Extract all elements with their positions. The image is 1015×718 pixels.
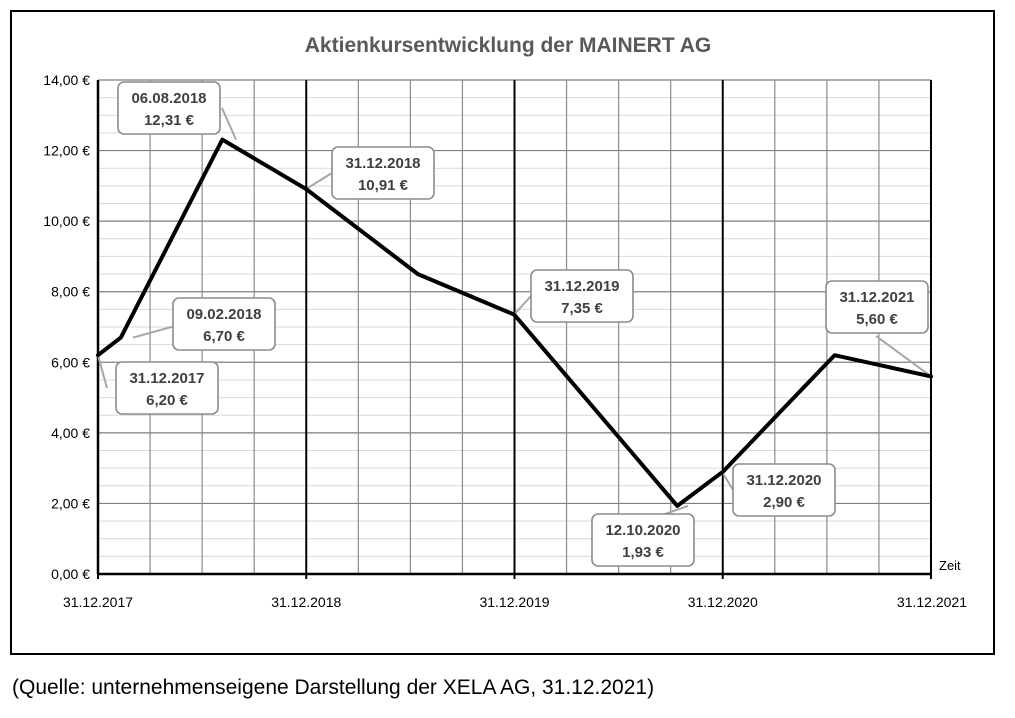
y-tick-label: 14,00 € xyxy=(43,72,90,88)
y-tick-label: 0,00 € xyxy=(51,566,90,582)
data-callout: 31.12.2019 7,35 € xyxy=(530,269,634,323)
callout-date-label: 31.12.2019 xyxy=(544,278,619,295)
callout-leader xyxy=(513,295,532,316)
x-tick-label: 31.12.2020 xyxy=(688,594,758,610)
callout-leader xyxy=(721,471,734,491)
callout-value-label: 5,60 € xyxy=(856,311,898,328)
data-callout: 12.10.2020 1,93 € xyxy=(591,513,695,567)
x-tick-label: 31.12.2021 xyxy=(897,594,967,610)
chart-frame xyxy=(10,10,995,655)
x-axis-label: Zeit xyxy=(939,558,961,573)
callout-box xyxy=(732,463,836,517)
axes xyxy=(96,80,932,579)
data-callouts: 31.12.2017 6,20 € 09.02.2018 6,70 € 06.08.20… xyxy=(115,81,929,567)
y-tick-labels: 0,00 € 2,00 € 4,00 € 6,00 € 8,00 € 10,00 € 12,… xyxy=(43,72,90,582)
callout-box xyxy=(115,361,219,415)
x-tick-labels: 31.12.2017 31.12.2018 31.12.2019 31.12.2020… xyxy=(63,594,967,610)
callout-value-label: 6,70 € xyxy=(203,328,245,345)
callout-value-label: 7,35 € xyxy=(561,300,603,317)
line-chart: Aktienkursentwicklung der MAINERT AG 0,0… xyxy=(43,34,967,610)
data-callout: 31.12.2018 10,91 € xyxy=(331,146,435,200)
data-callout: 31.12.2020 2,90 € xyxy=(732,463,836,517)
callout-leader xyxy=(221,107,237,141)
callout-date-label: 31.12.2017 xyxy=(129,370,204,387)
callout-date-label: 06.08.2018 xyxy=(131,90,206,107)
callout-value-label: 6,20 € xyxy=(146,392,188,409)
y-tick-label: 4,00 € xyxy=(51,425,90,441)
callout-leader xyxy=(97,354,108,389)
callout-value-label: 12,31 € xyxy=(144,112,195,129)
callout-leader xyxy=(132,325,176,339)
callout-box xyxy=(331,146,435,200)
callout-box xyxy=(591,513,695,567)
data-callout: 09.02.2018 6,70 € xyxy=(172,297,276,351)
series-line xyxy=(96,137,933,508)
callout-box xyxy=(172,297,276,351)
callout-value-label: 10,91 € xyxy=(358,177,409,194)
data-callout: 31.12.2017 6,20 € xyxy=(115,361,219,415)
y-tick-label: 10,00 € xyxy=(43,213,90,229)
callout-box xyxy=(825,280,929,334)
callout-date-label: 31.12.2018 xyxy=(345,155,420,172)
chart-title: Aktienkursentwicklung der MAINERT AG xyxy=(305,34,711,57)
callout-box xyxy=(530,269,634,323)
source-note: (Quelle: unternehmenseigene Darstellung … xyxy=(12,676,655,699)
callout-value-label: 1,93 € xyxy=(622,544,664,561)
y-tick-label: 12,00 € xyxy=(43,143,90,159)
callout-value-label: 2,90 € xyxy=(763,494,805,511)
year-divider-lines xyxy=(305,80,932,574)
data-callout: 06.08.2018 12,31 € xyxy=(117,81,221,135)
x-tick-label: 31.12.2019 xyxy=(479,594,549,610)
callout-leader xyxy=(305,172,333,190)
x-tick-label: 31.12.2017 xyxy=(63,594,133,610)
callout-date-label: 09.02.2018 xyxy=(186,306,261,323)
callout-date-label: 31.12.2021 xyxy=(839,289,914,306)
x-tick-label: 31.12.2018 xyxy=(271,594,341,610)
data-callout: 31.12.2021 5,60 € xyxy=(825,280,929,334)
y-tick-label: 2,00 € xyxy=(51,495,90,511)
series-layer xyxy=(96,137,933,508)
y-tick-label: 6,00 € xyxy=(51,354,90,370)
y-tick-label: 8,00 € xyxy=(51,284,90,300)
callout-leader xyxy=(875,335,932,378)
callout-date-label: 31.12.2020 xyxy=(746,472,821,489)
callout-box xyxy=(117,81,221,135)
callout-date-label: 12.10.2020 xyxy=(605,522,680,539)
